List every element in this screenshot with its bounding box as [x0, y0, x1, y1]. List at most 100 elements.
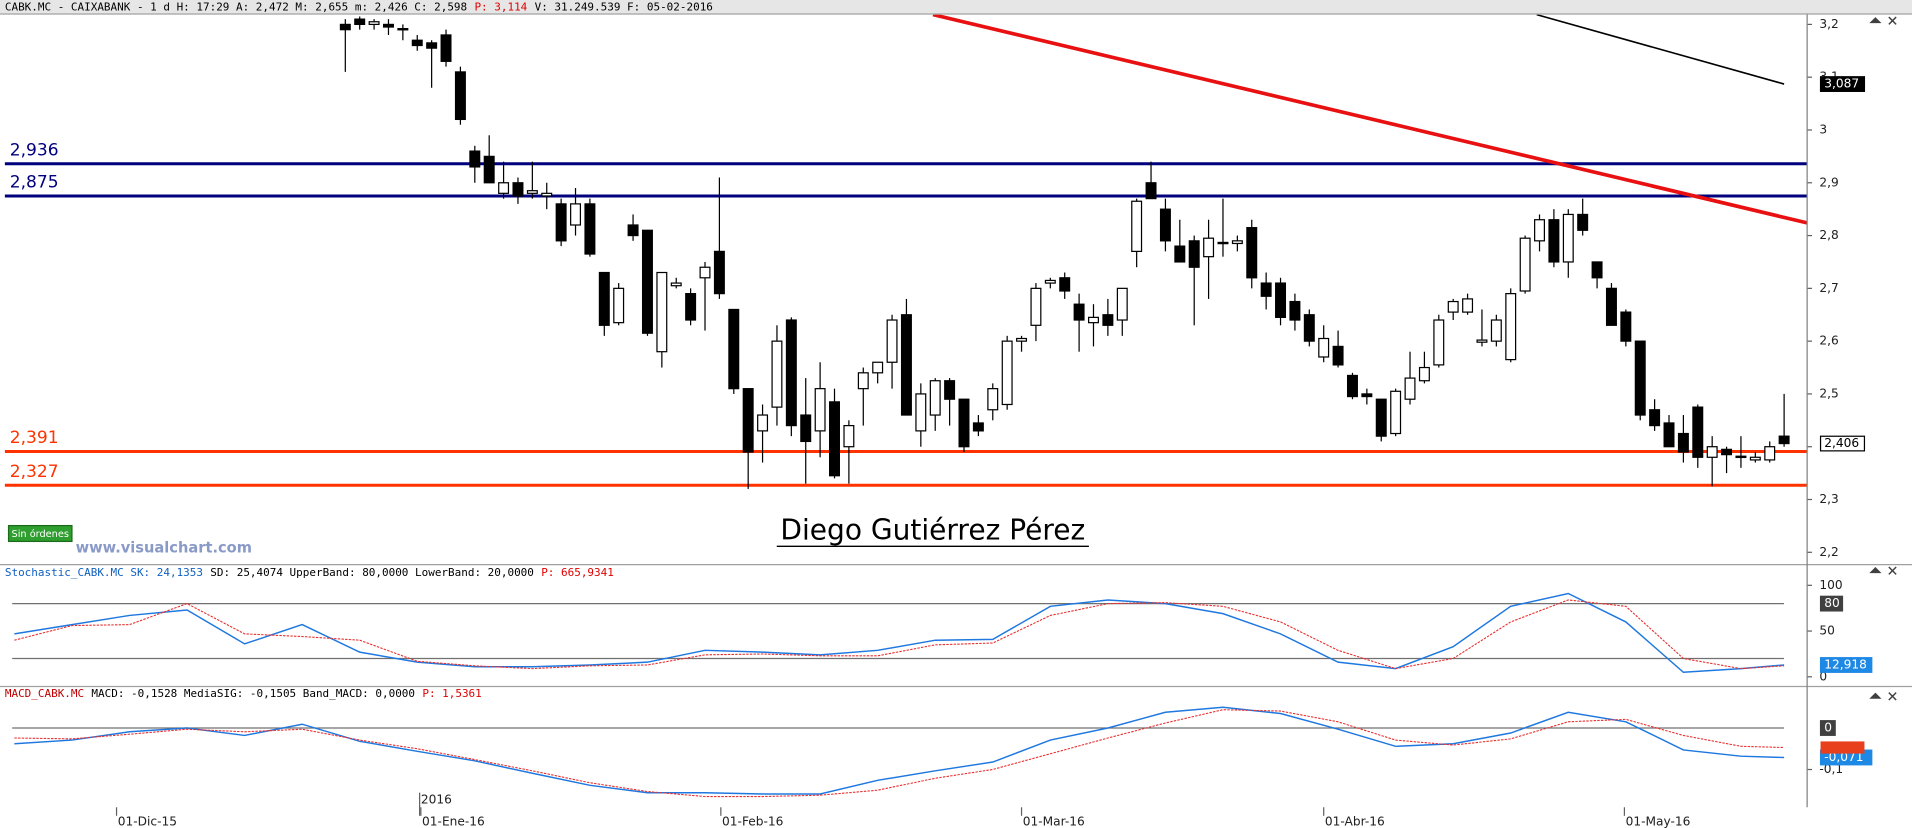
candle-body	[857, 372, 869, 390]
level-label: 2,936	[10, 140, 59, 160]
candle-body	[1073, 303, 1085, 321]
candle-body	[613, 287, 625, 324]
candle-body	[1116, 287, 1128, 321]
panel-title: CABK.MC - CAIXABANK - 1 d H: 17:29 A: 2,…	[5, 0, 713, 13]
candle-body	[570, 203, 582, 226]
candle-body	[1001, 340, 1013, 406]
y-tick-label: 2,8	[1819, 228, 1838, 242]
candle-body	[1246, 227, 1258, 279]
candle-body	[1605, 287, 1617, 326]
candle-body	[1318, 337, 1330, 358]
candle-body	[339, 23, 351, 31]
candle-body	[1332, 345, 1344, 366]
value-box-label: 3,087	[1824, 77, 1859, 91]
y-tick-label: 2,5	[1819, 386, 1838, 400]
candle-body	[843, 424, 855, 448]
button-label[interactable]: Sin órdenes	[12, 528, 69, 540]
candle-body	[1778, 435, 1790, 445]
trend-line	[1536, 14, 1785, 85]
candle-body	[785, 319, 797, 427]
candle-body	[541, 192, 553, 197]
series-line	[14, 709, 1785, 798]
close-icon[interactable]	[1888, 692, 1897, 701]
candle-body	[354, 18, 366, 26]
y-tick-label: 2,9	[1819, 175, 1838, 189]
x-tick-label: 01-Ene-16	[422, 814, 485, 828]
candle-body	[800, 414, 812, 443]
candle-body	[1721, 448, 1733, 456]
title-segment: V: 31.249.539 F: 05-02-2016	[535, 0, 713, 13]
panel-title: Stochastic_CABK.MC SK: 24,1353 SD: 25,407…	[5, 566, 614, 579]
x-tick-label: 01-Dic-15	[118, 814, 177, 828]
candle-body	[1620, 311, 1632, 342]
panel-icon[interactable]	[1869, 17, 1882, 24]
candle-body	[411, 39, 423, 47]
title-segment: P: 665,9341	[541, 566, 614, 579]
close-icon[interactable]	[1888, 566, 1897, 575]
series-line	[14, 592, 1785, 674]
panel-title: MACD_CABK.MC MACD: -0,1528 MediaSIG: -0,1…	[5, 687, 482, 700]
candle-body	[1505, 293, 1517, 361]
candle-body	[1591, 261, 1603, 279]
series-line	[14, 706, 1785, 795]
close-icon[interactable]	[1888, 16, 1897, 25]
value-box	[1820, 741, 1865, 754]
candle-body	[1231, 240, 1243, 245]
panel-icon[interactable]	[1869, 567, 1882, 574]
candle-body	[872, 361, 884, 374]
candle-body	[685, 293, 697, 321]
candle-body	[900, 314, 912, 416]
y-tick-label: 3,2	[1819, 17, 1838, 31]
candle-body	[1692, 406, 1704, 458]
panel-icon[interactable]	[1869, 692, 1882, 699]
candle-body	[1433, 319, 1445, 366]
annotation-label: 2016	[421, 792, 452, 806]
candle-body	[1217, 241, 1229, 245]
y-tick-label: 2,2	[1819, 545, 1838, 559]
candle-body	[440, 34, 452, 62]
value-box-label: 0	[1824, 721, 1832, 735]
candle-body	[483, 155, 495, 184]
value-box	[1819, 76, 1866, 92]
candle-body	[814, 388, 826, 432]
watermark: www.visualchart.com	[76, 540, 252, 557]
candle-body	[728, 308, 740, 390]
candle-body	[1418, 366, 1430, 382]
panel-icons[interactable]	[1869, 16, 1897, 701]
candle-body	[742, 388, 754, 453]
candle-body	[944, 380, 956, 400]
candle-body	[915, 393, 927, 432]
candle-body	[1030, 287, 1042, 326]
y-tick-label: 2,6	[1819, 334, 1838, 348]
value-box	[1819, 720, 1836, 736]
button-bg[interactable]	[7, 524, 73, 543]
candle-body	[958, 398, 970, 448]
candle-body	[526, 190, 538, 194]
candle-body	[1490, 319, 1502, 342]
candle-body	[757, 414, 769, 432]
candle-body	[1102, 314, 1114, 326]
candle-body	[1131, 200, 1143, 253]
candle-body	[886, 319, 898, 363]
level-label: 2,327	[10, 462, 59, 482]
candle-body	[1361, 393, 1373, 398]
orders-button[interactable]: Sin órdenes	[7, 524, 73, 543]
candle-body	[1159, 208, 1171, 242]
candle-body	[1562, 213, 1574, 263]
candle-body	[1375, 398, 1387, 437]
level-label: 2,391	[10, 428, 59, 448]
candle-body	[670, 282, 682, 287]
candle-body	[584, 203, 596, 255]
candle-body	[1462, 298, 1474, 313]
title-segment: P: 1,5361	[422, 687, 481, 700]
candle-body	[1059, 277, 1071, 292]
value-box-label: 80	[1824, 596, 1840, 610]
candle-body	[1275, 282, 1287, 318]
candle-body	[1174, 245, 1186, 263]
candle-body	[1634, 340, 1646, 416]
y-tick-label: 50	[1819, 624, 1835, 638]
plot-area	[4, 14, 1808, 489]
